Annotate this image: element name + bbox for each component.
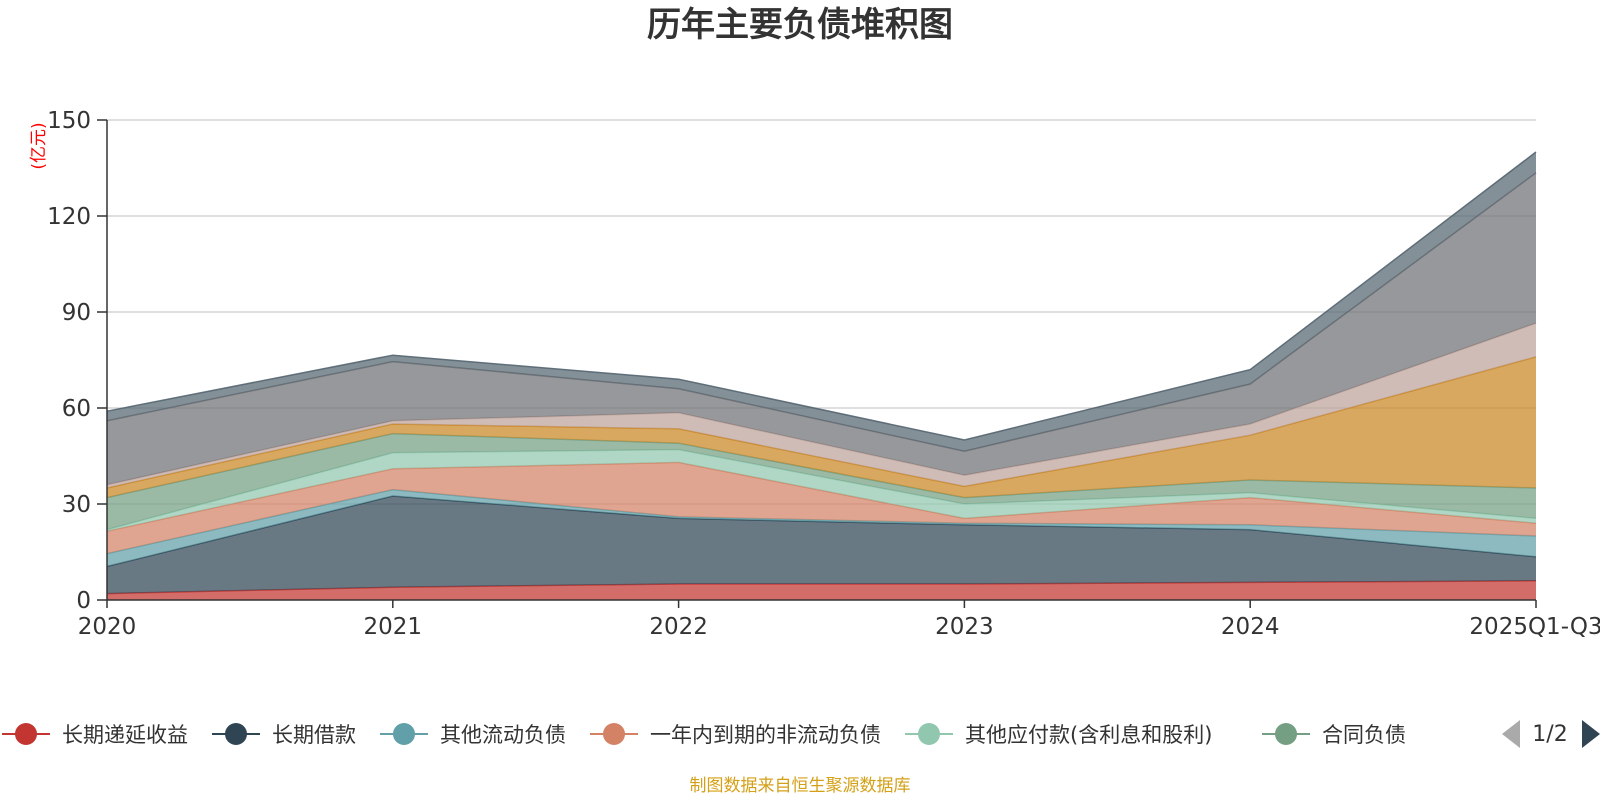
area-2 — [107, 489, 1536, 567]
legend-item-3[interactable]: 一年内到期的非流动负债 — [590, 723, 881, 747]
chart-title: 历年主要负债堆积图 — [647, 5, 953, 45]
y-tick-label: 90 — [62, 300, 91, 326]
legend-page-indicator: 1/2 — [1532, 722, 1567, 747]
legend-marker-icon — [1275, 723, 1297, 745]
legend-label: 一年内到期的非流动负债 — [650, 723, 881, 747]
unit-label: (亿元) — [29, 122, 49, 169]
data-source-note: 制图数据来自恒生聚源数据库 — [690, 776, 911, 796]
legend-marker-icon — [918, 723, 940, 745]
x-tick-label: 2024 — [1221, 614, 1280, 640]
y-tick-label: 120 — [47, 204, 91, 230]
x-tick-label: 2022 — [649, 614, 708, 640]
legend-marker-icon — [603, 723, 625, 745]
legend-label: 其他流动负债 — [440, 723, 566, 747]
legend-label: 长期递延收益 — [62, 723, 188, 747]
x-tick-label: 2025Q1-Q3 — [1469, 614, 1600, 640]
legend-item-1[interactable]: 长期借款 — [212, 723, 356, 747]
legend-label: 合同负债 — [1322, 723, 1406, 747]
legend-prev-arrow-icon[interactable] — [1502, 720, 1520, 748]
y-tick-label: 150 — [47, 108, 91, 134]
legend-marker-icon — [393, 723, 415, 745]
area-3 — [107, 462, 1536, 554]
legend-label: 长期借款 — [272, 723, 356, 747]
x-tick-label: 2020 — [78, 614, 137, 640]
y-tick-label: 60 — [62, 396, 91, 422]
x-axis-ticks: 2020 2021 2022 2023 2024 2025Q1-Q3 — [78, 614, 1600, 640]
area-8 — [107, 172, 1536, 485]
legend-next-arrow-icon[interactable] — [1582, 720, 1600, 748]
legend-marker-icon — [15, 723, 37, 745]
axes — [97, 119, 1537, 608]
legend-label: 其他应付款(含利息和股利) — [965, 723, 1212, 747]
legend-pager: 1/2 — [1502, 720, 1600, 748]
legend: 长期递延收益 长期借款 其他流动负债 一年内到期的非流动负债 其他应付款(含利息和股利)… — [2, 723, 1406, 747]
y-tick-label: 0 — [76, 588, 91, 614]
legend-item-0[interactable]: 长期递延收益 — [2, 723, 188, 747]
area-line-9 — [106, 151, 1537, 441]
legend-item-5[interactable]: 合同负债 — [1262, 723, 1406, 747]
area-6 — [107, 356, 1536, 498]
x-tick-label: 2023 — [935, 614, 994, 640]
y-axis-ticks: 0 30 60 90 120 150 — [47, 108, 91, 614]
area-5 — [107, 433, 1536, 530]
x-tick-label: 2021 — [364, 614, 423, 640]
legend-item-4[interactable]: 其他应付款(含利息和股利) — [905, 723, 1212, 747]
legend-marker-icon — [225, 723, 247, 745]
area-1 — [107, 496, 1536, 594]
area-7 — [107, 323, 1536, 488]
area-series — [106, 151, 1537, 600]
area-0 — [107, 580, 1536, 600]
y-tick-label: 30 — [62, 492, 91, 518]
legend-item-2[interactable]: 其他流动负债 — [380, 723, 566, 747]
